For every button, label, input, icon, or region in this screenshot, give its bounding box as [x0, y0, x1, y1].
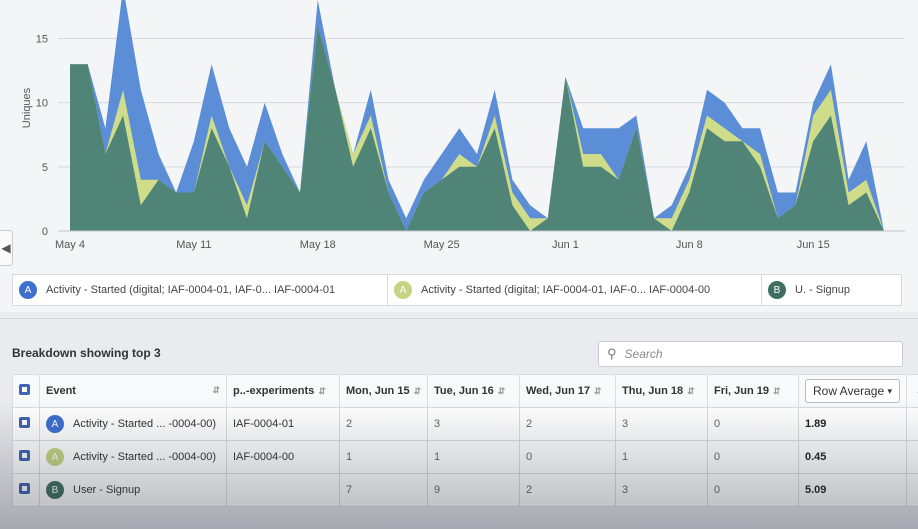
series-badge: A	[394, 281, 412, 299]
search-input[interactable]: ⚲ Search	[598, 341, 903, 367]
breakdown-title: Breakdown showing top 3	[12, 346, 161, 360]
y-tick-label: 5	[42, 162, 48, 174]
column-header-mon[interactable]: Mon, Jun 15 ⇵	[339, 374, 428, 408]
chevron-left-icon[interactable]: ◀	[0, 230, 13, 266]
row-checkbox[interactable]	[12, 440, 40, 474]
sort-icon: ⇵	[497, 386, 506, 396]
event-cell: B User - Signup	[39, 473, 227, 507]
sort-icon: ⇵	[413, 386, 422, 396]
value-cell: 3	[615, 407, 708, 441]
empty-cell	[906, 440, 918, 474]
x-tick-label: Jun 1	[552, 239, 579, 251]
table-row[interactable]: A Activity - Started ... -0004-00) IAF-000…	[12, 407, 918, 441]
row-checkbox[interactable]	[12, 473, 40, 507]
table-row[interactable]: A Activity - Started ... -0004-00) IAF-000…	[12, 440, 918, 474]
value-cell: 0	[707, 407, 799, 441]
value-cell: 2	[519, 407, 616, 441]
value-cell: 0	[707, 473, 799, 507]
y-axis-label: Uniques	[21, 87, 33, 128]
series-badge: A	[46, 448, 64, 466]
search-icon: ⚲	[607, 346, 617, 361]
value-cell: 3	[427, 407, 520, 441]
value-cell: 0	[707, 440, 799, 474]
event-name: Activity - Started ... -0004-00)	[73, 451, 217, 463]
value-cell: 2	[339, 407, 428, 441]
sort-icon: ⇵	[318, 386, 326, 396]
row-checkbox[interactable]	[12, 407, 40, 441]
experiment-cell	[226, 473, 340, 507]
section-divider	[0, 318, 918, 319]
series-badge: B	[46, 481, 64, 499]
chevron-down-icon: ▾	[887, 385, 893, 396]
column-header-extra[interactable]: ⇵	[906, 374, 918, 408]
experiment-cell: IAF-0004-01	[226, 407, 340, 441]
event-cell: A Activity - Started ... -0004-00)	[39, 440, 227, 474]
legend-label: Activity - Started (digital; IAF-0004-01…	[421, 284, 711, 296]
empty-cell	[906, 473, 918, 507]
event-cell: A Activity - Started ... -0004-00)	[39, 407, 227, 441]
column-header-thu[interactable]: Thu, Jun 18 ⇵	[615, 374, 708, 408]
y-tick-label: 0	[42, 226, 48, 238]
experiment-cell: IAF-0004-00	[226, 440, 340, 474]
empty-cell	[906, 407, 918, 441]
sort-icon: ⇵	[773, 386, 781, 396]
y-tick-label: 15	[36, 34, 48, 46]
value-cell: 3	[615, 473, 708, 507]
table-header: Event ⇵ p..-experiments ⇵ Mon, Jun 15 ⇵ Tue…	[12, 374, 918, 408]
value-cell: 9	[427, 473, 520, 507]
table-row[interactable]: B User - Signup 7 9 2 3 0 5.09	[12, 473, 918, 507]
row-average-cell: 5.09	[798, 473, 907, 507]
x-tick-label: May 25	[424, 239, 460, 251]
chart-panel: 0 5 10 15 Uniques May 4 May 11 May 18 May 25 Jun …	[0, 0, 918, 312]
x-tick-label: Jun 15	[797, 239, 830, 251]
row-average-dropdown[interactable]: Row Average ▾	[798, 374, 907, 408]
legend-item-a2[interactable]: A Activity - Started (digital; IAF-0004-…	[388, 275, 762, 305]
value-cell: 1	[427, 440, 520, 474]
breakdown-table: Event ⇵ p..-experiments ⇵ Mon, Jun 15 ⇵ Tue…	[12, 374, 918, 507]
legend-label: U. - Signup	[795, 284, 851, 296]
search-placeholder: Search	[624, 347, 663, 361]
value-cell: 1	[615, 440, 708, 474]
legend-label: Activity - Started (digital; IAF-0004-01…	[46, 284, 336, 296]
value-cell: 2	[519, 473, 616, 507]
series-badge: B	[768, 281, 786, 299]
y-tick-label: 10	[36, 98, 48, 110]
sort-icon: ⇵	[687, 386, 695, 396]
column-header-tue[interactable]: Tue, Jun 16 ⇵	[427, 374, 520, 408]
legend-item-b[interactable]: B U. - Signup	[762, 275, 899, 305]
event-name: Activity - Started ... -0004-00)	[73, 418, 217, 430]
x-tick-label: Jun 8	[676, 239, 703, 251]
select-all-checkbox[interactable]	[12, 374, 40, 408]
value-cell: 7	[339, 473, 428, 507]
sort-icon: ⇵	[593, 386, 602, 396]
sort-icon: ⇵	[212, 385, 220, 395]
column-header-fri[interactable]: Fri, Jun 19 ⇵	[707, 374, 799, 408]
series-area-0	[70, 25, 884, 232]
area-chart: 0 5 10 15 Uniques May 4 May 11 May 18 May 25 Jun …	[21, 0, 905, 251]
value-cell: 1	[339, 440, 428, 474]
legend-item-a1[interactable]: A Activity - Started (digital; IAF-0004-…	[13, 275, 388, 305]
row-average-cell: 0.45	[798, 440, 907, 474]
series-badge: A	[46, 415, 64, 433]
x-tick-label: May 18	[300, 239, 336, 251]
series-badge: A	[19, 281, 37, 299]
column-header-event[interactable]: Event ⇵	[39, 374, 227, 408]
column-header-experiments[interactable]: p..-experiments ⇵	[226, 374, 340, 408]
x-tick-label: May 4	[55, 239, 85, 251]
event-name: User - Signup	[73, 484, 141, 496]
column-header-wed[interactable]: Wed, Jun 17 ⇵	[519, 374, 616, 408]
chart-legend: A Activity - Started (digital; IAF-0004-…	[12, 274, 902, 306]
value-cell: 0	[519, 440, 616, 474]
x-tick-label: May 11	[176, 239, 211, 251]
row-average-cell: 1.89	[798, 407, 907, 441]
